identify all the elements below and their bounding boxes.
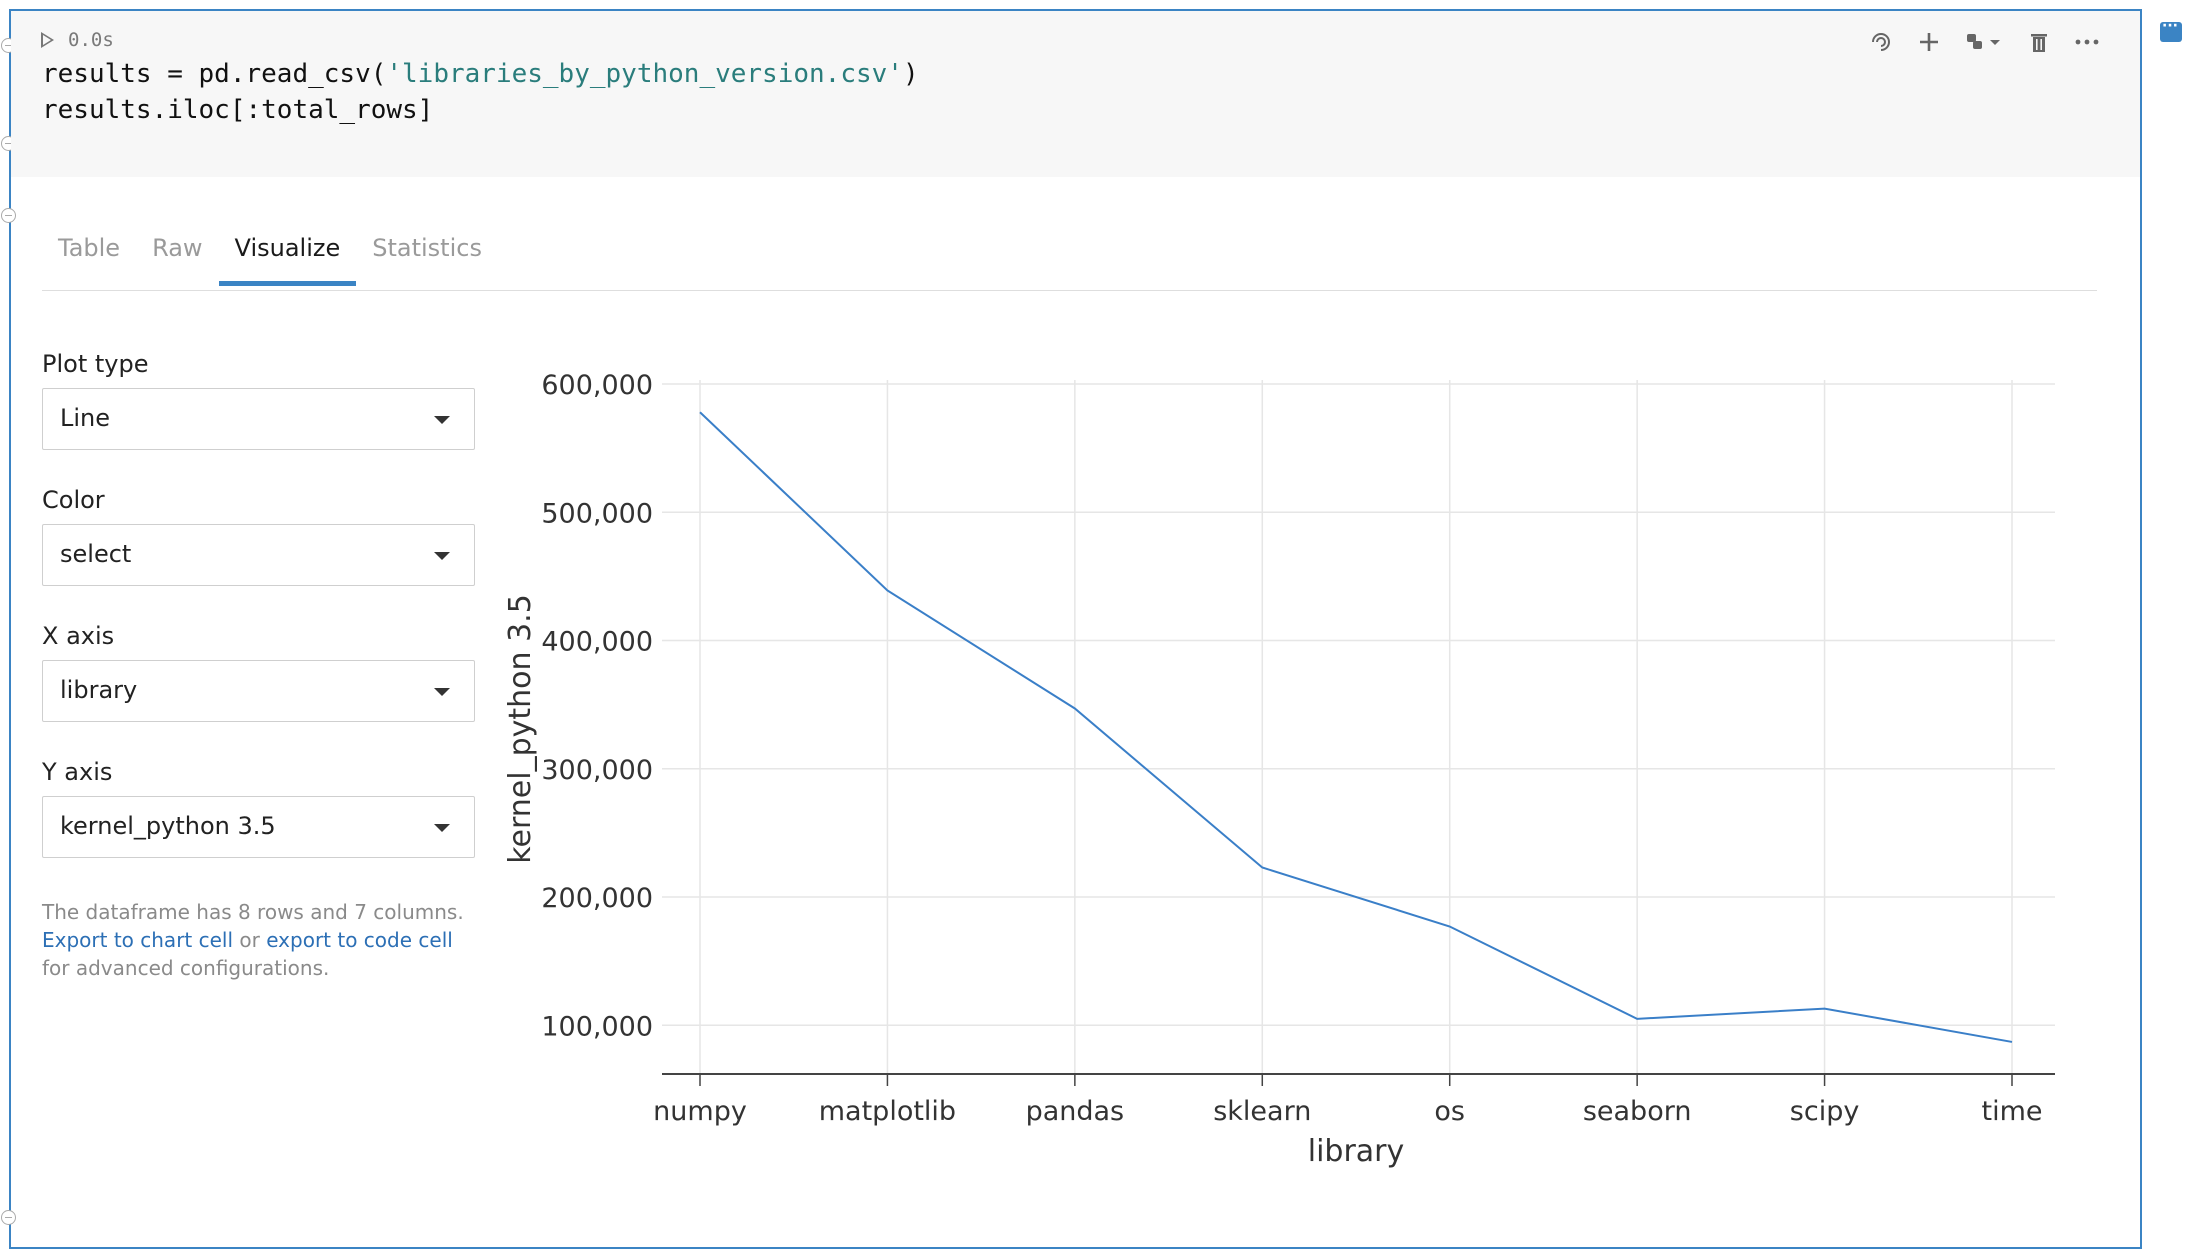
y-axis-select[interactable]: kernel_python 3.5 bbox=[42, 796, 475, 858]
chart-axes bbox=[662, 1073, 2055, 1086]
x-tick-label: numpy bbox=[653, 1096, 747, 1127]
color-value: select bbox=[60, 540, 132, 568]
add-icon[interactable] bbox=[1916, 29, 1942, 55]
color-label: Color bbox=[42, 486, 105, 514]
y-axis-label: Y axis bbox=[42, 758, 113, 786]
info-or: or bbox=[233, 928, 267, 952]
y-tick-label: 200,000 bbox=[541, 883, 653, 914]
y-tick-label: 400,000 bbox=[541, 627, 653, 658]
plot-type-value: Line bbox=[60, 404, 111, 432]
plot-type-label: Plot type bbox=[42, 350, 149, 378]
chevron-down-icon bbox=[434, 824, 450, 832]
chart-grid bbox=[662, 380, 2055, 1074]
output-tabs: Table Raw Visualize Statistics bbox=[42, 228, 498, 286]
chevron-down-icon bbox=[434, 688, 450, 696]
code-line-1[interactable]: results = pd.read_csv('libraries_by_pyth… bbox=[42, 59, 919, 89]
more-icon[interactable] bbox=[2074, 29, 2100, 55]
y-axis-value: kernel_python 3.5 bbox=[60, 812, 276, 840]
x-axis-label: X axis bbox=[42, 622, 115, 650]
chart-series bbox=[699, 411, 2013, 1043]
run-icon[interactable] bbox=[41, 32, 54, 48]
series-line bbox=[699, 411, 2013, 1043]
cell-toolbar bbox=[1868, 29, 2100, 55]
dataframe-info-footer: for advanced configurations. bbox=[42, 956, 330, 980]
y-axis-title: kernel_python 3.5 bbox=[503, 594, 538, 864]
export-code-link[interactable]: export to code cell bbox=[266, 928, 453, 952]
line-chart[interactable]: 100,000 200,000 300,000 400,000 500,000 600,0… bbox=[490, 350, 2070, 1170]
dataframe-info: The dataframe has 8 rows and 7 columns. … bbox=[42, 898, 502, 982]
x-axis-title: library bbox=[1308, 1134, 1405, 1169]
tabs-divider bbox=[42, 290, 2097, 291]
y-tick-label: 600,000 bbox=[541, 370, 653, 401]
x-tick-label: os bbox=[1434, 1096, 1465, 1127]
fold-marker-icon[interactable] bbox=[1, 208, 16, 223]
tab-statistics[interactable]: Statistics bbox=[372, 234, 482, 262]
color-select[interactable]: select bbox=[42, 524, 475, 586]
ai-assistant-icon[interactable] bbox=[1868, 29, 1894, 55]
chart-labels: 100,000 200,000 300,000 400,000 500,000 600,0… bbox=[503, 370, 2043, 1169]
x-axis-value: library bbox=[60, 676, 138, 704]
export-chart-link[interactable]: Export to chart cell bbox=[42, 928, 234, 952]
code-line-2[interactable]: results.iloc[:total_rows] bbox=[42, 95, 434, 125]
plot-type-select[interactable]: Line bbox=[42, 388, 475, 450]
chevron-down-icon bbox=[434, 416, 450, 424]
delete-icon[interactable] bbox=[2026, 29, 2052, 55]
y-tick-label: 500,000 bbox=[541, 498, 653, 529]
tab-visualize[interactable]: Visualize bbox=[218, 228, 357, 286]
python-kernel-icon[interactable] bbox=[1964, 29, 2004, 55]
tab-table[interactable]: Table bbox=[58, 234, 121, 262]
x-tick-label: time bbox=[1981, 1096, 2042, 1127]
run-status: 0.0s bbox=[41, 29, 114, 51]
x-axis-select[interactable]: library bbox=[42, 660, 475, 722]
y-tick-label: 100,000 bbox=[541, 1011, 653, 1042]
fold-marker-icon[interactable] bbox=[1, 1210, 16, 1225]
dataframe-info-summary: The dataframe has 8 rows and 7 columns. bbox=[42, 900, 464, 924]
x-tick-label: pandas bbox=[1026, 1096, 1125, 1127]
x-tick-label: scipy bbox=[1790, 1096, 1860, 1127]
comment-icon[interactable] bbox=[2160, 18, 2182, 42]
execution-time: 0.0s bbox=[68, 29, 114, 51]
y-tick-label: 300,000 bbox=[541, 755, 653, 786]
x-tick-label: seaborn bbox=[1583, 1096, 1692, 1127]
tab-raw[interactable]: Raw bbox=[152, 234, 203, 262]
chevron-down-icon bbox=[434, 552, 450, 560]
x-tick-label: sklearn bbox=[1213, 1096, 1311, 1127]
code-editor[interactable]: 0.0s results = pd.read_csv('libraries_by… bbox=[11, 11, 2140, 177]
x-tick-label: matplotlib bbox=[819, 1096, 956, 1127]
